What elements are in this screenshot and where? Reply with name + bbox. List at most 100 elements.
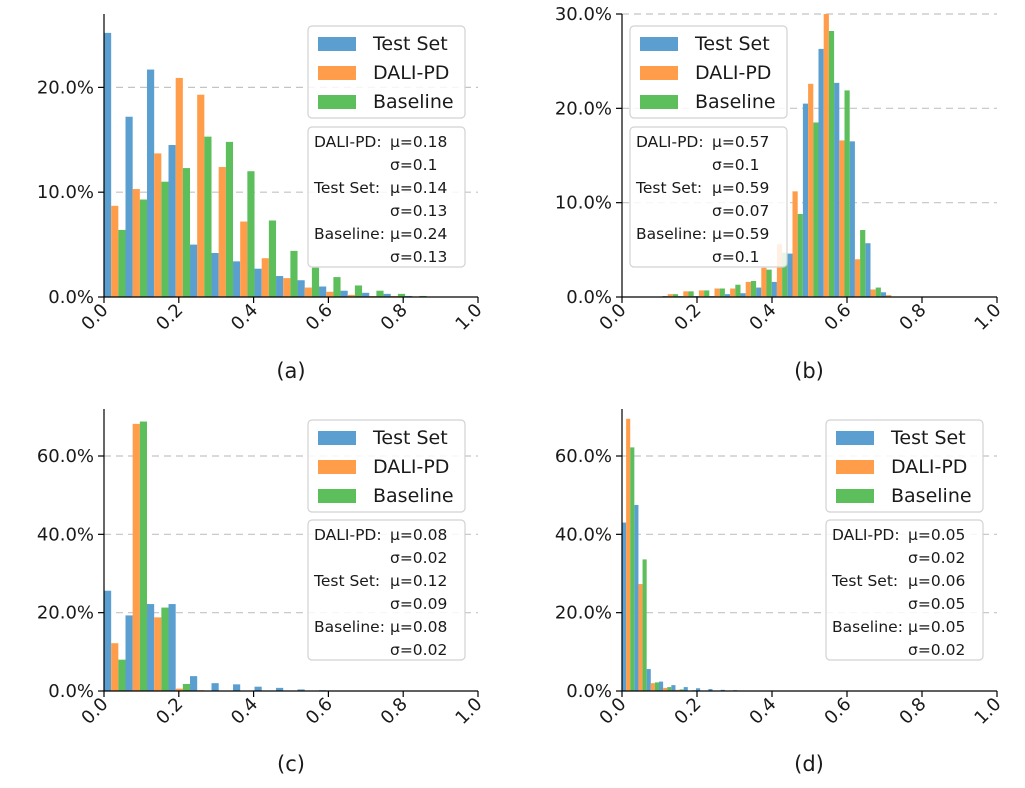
legend-swatch [640,66,678,80]
legend-label: DALI-PD [695,62,771,84]
bar-dali-pd [854,259,861,297]
panel-d: 0.0%20.0%40.0%60.0%0.0 0.2 0.4 0.6 0.8 1.0(d)… [555,409,1006,776]
bar-baseline [204,136,212,297]
x-tick-label: 1.0 [970,300,1005,335]
bar-dali-pd [683,291,689,297]
bar-baseline [688,291,694,297]
y-tick-label: 20.0% [555,603,612,624]
stats-mu: μ=0.05 [908,526,965,544]
stats-sigma: σ=0.05 [908,595,965,613]
stats-mu: μ=0.08 [390,526,447,544]
bar-dali-pd [175,688,183,691]
bar-test-set [276,687,284,691]
bar-dali-pd [218,167,226,297]
bar-baseline [679,689,684,691]
bar-baseline [654,682,660,691]
bar-dali-pd [111,643,119,691]
x-tick-label: 0.8 [895,694,930,729]
stats-sigma: σ=0.09 [390,595,447,613]
legend-label: Test Set [890,427,966,449]
legend-label: Baseline [373,485,454,507]
legend-swatch [640,95,678,109]
bar-test-set [696,688,701,691]
bar-baseline [247,171,255,297]
bar-baseline [642,559,647,691]
legend-label: Test Set [372,33,448,55]
bar-dali-pd [761,267,767,297]
stats-mu: μ=0.59 [712,179,769,197]
bar-test-set [147,69,155,297]
panel-a: 0.0%10.0%20.0%0.0 0.2 0.4 0.6 0.8 1.0(a)Test … [37,14,487,383]
bar-dali-pd [240,221,248,297]
stats-mu: μ=0.08 [390,618,447,636]
bar-dali-pd [808,83,814,297]
x-tick-label: 0.2 [670,300,705,335]
bar-test-set [771,281,777,297]
bar-test-set [104,590,112,691]
legend-label: Test Set [372,427,448,449]
bar-test-set [671,685,676,691]
bar-dali-pd [886,295,892,297]
bar-test-set [125,615,133,691]
stats-name: Baseline: [314,618,385,636]
stats-name: Test Set: [831,572,898,590]
legend-label: DALI-PD [373,456,449,478]
stats-mu: μ=0.59 [712,225,769,243]
stats-name: DALI-PD: [314,133,382,151]
stats-name: Test Set: [313,179,380,197]
stats-mu: μ=0.18 [390,133,447,151]
y-tick-label: 20.0% [37,603,94,624]
bar-dali-pd [175,77,183,297]
bar-baseline [735,284,741,297]
bar-baseline [797,213,803,297]
stats-frame [825,519,984,661]
bar-dali-pd [197,94,205,298]
bar-baseline [672,294,679,297]
stats-frame [629,126,788,268]
legend-swatch [318,460,356,474]
bar-test-set [362,292,370,297]
panel-caption: (b) [794,359,824,383]
bar-baseline [813,122,819,297]
bar-test-set [865,243,871,297]
legend-swatch [836,460,874,474]
stats-name: Baseline: [832,618,903,636]
bar-test-set [708,689,713,691]
bar-test-set [297,280,305,297]
legend-swatch [318,37,356,51]
bar-dali-pd [111,205,119,297]
bar-test-set [646,669,651,691]
y-tick-label: 0.0% [566,681,612,702]
x-tick-label: 0.2 [152,300,187,335]
stats-sigma: σ=0.1 [712,248,759,266]
bar-test-set [802,103,809,297]
x-tick-label: 0.2 [670,694,705,729]
legend-swatch [318,489,356,503]
stats-name: Test Set: [313,572,380,590]
stats-mu: μ=0.24 [390,225,447,243]
bar-baseline [844,90,850,297]
bar-baseline [704,290,710,297]
bar-baseline [667,687,672,691]
bar-test-set [104,32,112,297]
bar-baseline [311,267,320,297]
bar-dali-pd [776,244,783,297]
legend-label: Baseline [373,91,454,113]
bar-dali-pd [261,258,269,297]
bar-test-set [740,293,746,297]
bar-test-set [319,286,327,297]
stats-sigma: σ=0.07 [712,202,769,220]
x-tick-label: 0.8 [895,300,930,335]
bar-baseline [354,285,363,297]
y-tick-label: 30.0% [555,4,612,25]
stats-name: DALI-PD: [832,526,900,544]
bar-test-set [834,82,840,297]
bar-dali-pd [663,687,668,691]
x-tick-label: 0.2 [152,694,187,729]
bar-dali-pd [626,418,631,691]
legend-label: Baseline [891,485,972,507]
bar-baseline [139,421,148,691]
stats-box: DALI-PD: μ=0.18 σ=0.1 Test Set: μ=0.14 σ=0.13… [307,126,466,268]
y-tick-label: 10.0% [555,193,612,214]
